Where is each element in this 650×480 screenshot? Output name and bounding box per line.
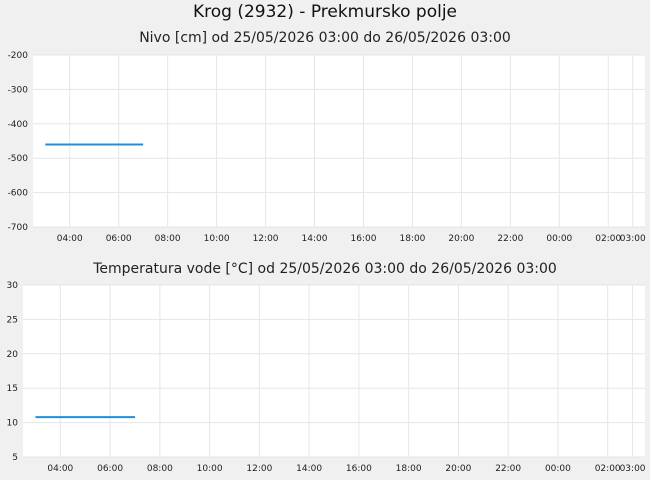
x-tick-label: 10:00 xyxy=(197,464,223,474)
chart-title-level: Nivo [cm] od 25/05/2026 03:00 do 26/05/2… xyxy=(139,30,511,46)
x-tick-label: 03:00 xyxy=(620,234,646,244)
x-tick-label: 12:00 xyxy=(253,234,279,244)
x-tick-label: 18:00 xyxy=(396,464,422,474)
x-tick-label: 16:00 xyxy=(346,464,372,474)
x-tick-label: 22:00 xyxy=(495,464,521,474)
x-tick-label: 14:00 xyxy=(302,234,328,244)
x-tick-label: 00:00 xyxy=(545,464,571,474)
y-tick-label: -700 xyxy=(8,223,29,233)
x-tick-label: 10:00 xyxy=(204,234,230,244)
y-tick-label: -300 xyxy=(8,85,29,95)
y-tick-label: -400 xyxy=(8,120,29,130)
x-tick-label: 14:00 xyxy=(296,464,322,474)
x-tick-label: 18:00 xyxy=(399,234,425,244)
y-tick-label: 15 xyxy=(7,384,18,394)
x-tick-label: 06:00 xyxy=(97,464,123,474)
x-tick-label: 04:00 xyxy=(47,464,73,474)
x-tick-label: 00:00 xyxy=(546,234,572,244)
y-tick-label: -600 xyxy=(8,189,29,199)
y-tick-label: 5 xyxy=(12,453,18,463)
x-tick-label: 20:00 xyxy=(448,234,474,244)
x-tick-label: 22:00 xyxy=(497,234,523,244)
x-tick-label: 08:00 xyxy=(147,464,173,474)
x-tick-label: 04:00 xyxy=(57,234,83,244)
plot-area-temperature xyxy=(23,285,645,457)
page-title: Krog (2932) - Prekmursko polje xyxy=(192,2,458,22)
plot-area-level xyxy=(33,55,645,227)
chart-title-temperature: Temperatura vode [°C] od 25/05/2026 03:0… xyxy=(93,261,557,277)
x-tick-label: 12:00 xyxy=(246,464,272,474)
x-tick-label: 03:00 xyxy=(620,464,646,474)
y-tick-label: 20 xyxy=(7,350,19,360)
x-tick-label: 02:00 xyxy=(595,234,621,244)
y-tick-label: 10 xyxy=(7,419,19,429)
y-tick-label: 30 xyxy=(7,281,19,291)
x-tick-label: 02:00 xyxy=(595,464,621,474)
y-tick-label: 25 xyxy=(7,315,18,325)
x-tick-label: 20:00 xyxy=(445,464,471,474)
y-tick-label: -500 xyxy=(8,154,29,164)
x-tick-label: 08:00 xyxy=(155,234,181,244)
x-tick-label: 16:00 xyxy=(351,234,377,244)
y-tick-label: -200 xyxy=(8,51,29,61)
x-tick-label: 06:00 xyxy=(106,234,132,244)
